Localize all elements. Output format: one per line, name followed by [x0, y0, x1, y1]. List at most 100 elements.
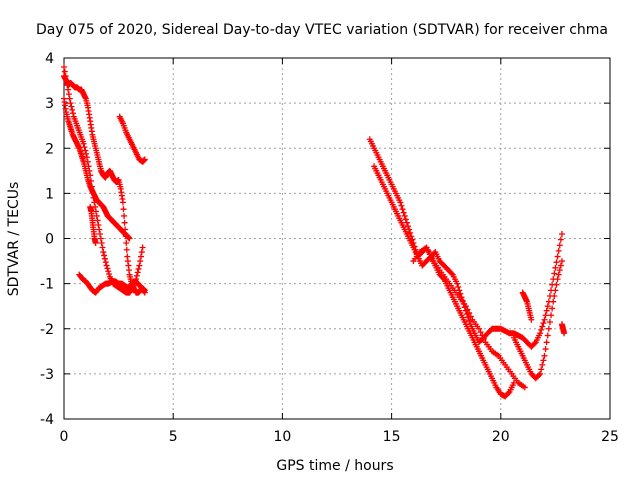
data-point [67, 100, 74, 107]
data-point [62, 73, 69, 80]
data-point [465, 314, 472, 321]
data-point [552, 264, 559, 271]
data-point [86, 167, 93, 174]
data-point [97, 230, 104, 237]
data-point [448, 270, 455, 277]
data-point [544, 303, 551, 310]
y-tick-label: 3 [45, 96, 54, 112]
data-point [81, 144, 88, 151]
data-point [119, 199, 126, 206]
data-point [557, 236, 564, 243]
data-point [555, 247, 562, 254]
data-point [537, 330, 544, 337]
data-point [139, 244, 146, 251]
data-point [135, 265, 142, 272]
data-point [528, 316, 535, 323]
x-tick-label: 25 [601, 429, 619, 445]
data-point [537, 370, 544, 377]
data-point [133, 272, 140, 279]
data-point [82, 147, 89, 154]
y-tick-label: -4 [40, 412, 54, 428]
data-point [84, 158, 91, 165]
data-point [85, 163, 92, 170]
data-point [403, 219, 410, 226]
data-point [97, 235, 104, 242]
series-arc10 [510, 258, 565, 382]
data-point [401, 212, 408, 219]
data-point [63, 77, 70, 84]
x-tick-label: 0 [60, 429, 69, 445]
data-point [454, 280, 461, 287]
data-point [480, 335, 487, 342]
data-point [543, 339, 550, 346]
data-point [539, 361, 546, 368]
data-point [83, 150, 90, 157]
data-point [554, 276, 561, 283]
data-point [121, 212, 128, 219]
data-point [548, 312, 555, 319]
series-arc3 [61, 64, 146, 296]
data-point [89, 189, 96, 196]
data-point [105, 268, 112, 275]
data-point [466, 309, 473, 316]
data-point [92, 240, 99, 247]
data-point [545, 325, 552, 332]
data-point [557, 262, 564, 269]
data-point [546, 318, 553, 325]
data-point [140, 288, 147, 295]
series-arc6 [116, 113, 148, 165]
data-point [400, 209, 407, 216]
data-point [556, 242, 563, 249]
data-point [80, 140, 87, 147]
data-point [88, 183, 95, 190]
data-point [539, 323, 546, 330]
data-point [397, 199, 404, 206]
data-point [87, 172, 94, 179]
data-point [66, 95, 73, 102]
data-point [462, 303, 469, 310]
data-point [467, 313, 474, 320]
data-point [402, 216, 409, 223]
series-arc5 [87, 203, 99, 247]
data-point [102, 259, 109, 266]
data-point [126, 235, 133, 242]
data-point [106, 271, 113, 278]
data-point [555, 271, 562, 278]
data-point [104, 265, 111, 272]
data-point [121, 219, 128, 226]
data-point [137, 253, 144, 260]
series-arc9 [410, 244, 528, 391]
data-point [538, 366, 545, 373]
data-point [426, 251, 433, 258]
data-point [464, 306, 471, 313]
axis-ticks: 0 5 10 15 20 25 -4 -3 -2 -1 0 1 2 3 4 [40, 51, 619, 445]
data-point [553, 281, 560, 288]
chart-title: Day 075 of 2020, Sidereal Day-to-day VTE… [36, 22, 608, 38]
data-point [549, 305, 556, 312]
data-point [423, 244, 430, 251]
data-point [134, 269, 141, 276]
data-point [425, 247, 432, 254]
data-point [466, 317, 473, 324]
series-arc4 [76, 271, 148, 296]
y-tick-label: 4 [45, 51, 54, 67]
data-point [399, 206, 406, 213]
data-point [68, 103, 75, 110]
data-point [541, 316, 548, 323]
data-point [428, 254, 435, 261]
data-point [99, 244, 106, 251]
data-point [137, 258, 144, 265]
data-point [94, 217, 101, 224]
y-tick-label: -1 [40, 277, 54, 293]
data-point [123, 246, 130, 253]
series-arc7 [366, 136, 565, 350]
data-point [542, 312, 549, 319]
data-point [98, 240, 105, 247]
data-point [100, 249, 107, 256]
data-point [65, 86, 72, 93]
data-point [536, 372, 543, 379]
data-point [120, 206, 127, 213]
data-point [554, 253, 561, 260]
x-axis-label: GPS time / hours [276, 458, 393, 474]
